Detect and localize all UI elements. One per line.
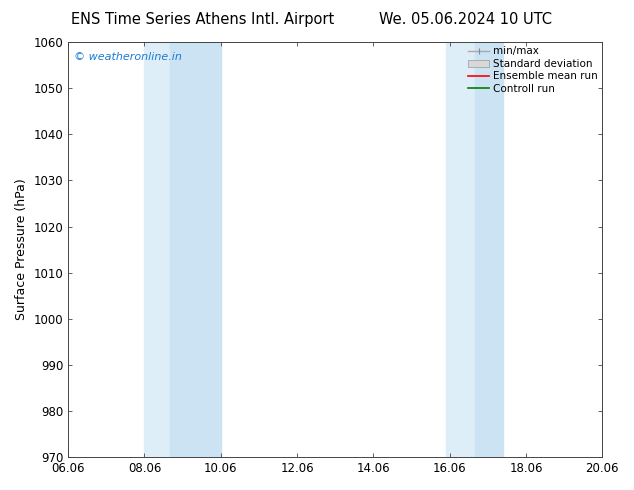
Text: ENS Time Series Athens Intl. Airport: ENS Time Series Athens Intl. Airport bbox=[71, 12, 335, 27]
Bar bbox=[145, 42, 170, 457]
Bar bbox=[446, 42, 476, 457]
Bar bbox=[170, 42, 221, 457]
Text: We. 05.06.2024 10 UTC: We. 05.06.2024 10 UTC bbox=[380, 12, 552, 27]
Bar bbox=[476, 42, 503, 457]
Text: © weatheronline.in: © weatheronline.in bbox=[74, 52, 181, 62]
Y-axis label: Surface Pressure (hPa): Surface Pressure (hPa) bbox=[15, 179, 28, 320]
Legend: min/max, Standard deviation, Ensemble mean run, Controll run: min/max, Standard deviation, Ensemble me… bbox=[465, 43, 601, 97]
